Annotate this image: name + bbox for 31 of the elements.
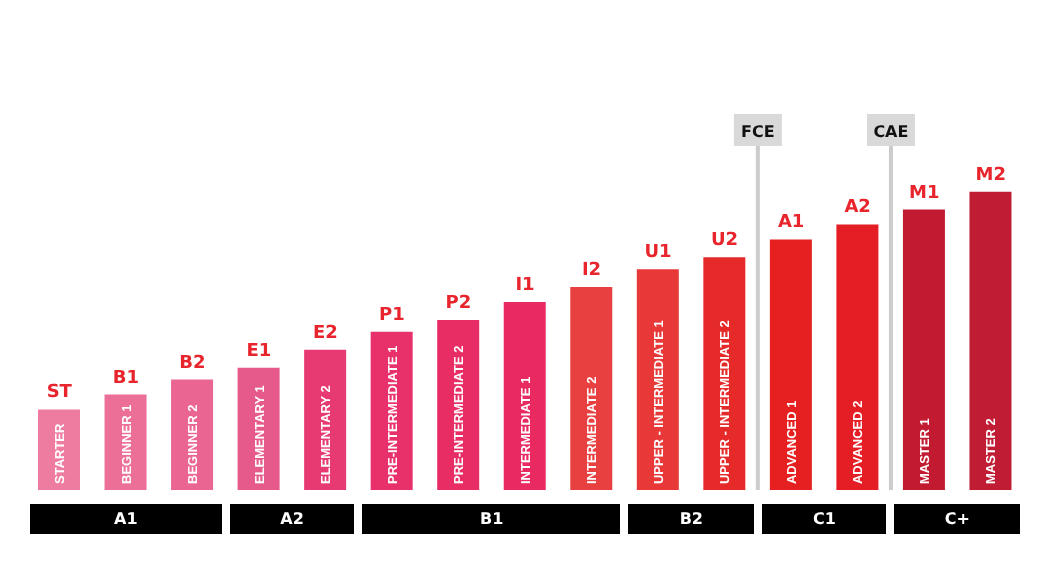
annotation: P2 [445, 293, 472, 314]
annotation: E1 [246, 341, 272, 362]
text: A2 [229, 504, 355, 534]
text: A1 [30, 504, 222, 534]
annotation: M1 [908, 183, 940, 204]
text: B1 [362, 504, 621, 534]
bar [836, 224, 879, 490]
text: CAE [873, 123, 909, 141]
text: FCE [741, 123, 775, 141]
annotation: A2 [844, 198, 871, 219]
annotation: E2 [312, 323, 338, 344]
bar [902, 209, 945, 490]
annotation: U1 [644, 243, 672, 264]
annotation: I2 [581, 261, 602, 282]
annotation: U2 [711, 231, 739, 252]
annotation: B1 [112, 368, 139, 389]
text: B2 [628, 504, 754, 534]
bar [969, 191, 1012, 490]
annotation: M2 [975, 165, 1006, 186]
annotation: A1 [777, 213, 805, 234]
text: C1 [761, 504, 887, 534]
bar [503, 302, 546, 490]
annotation: P1 [379, 305, 405, 326]
text: C+ [894, 504, 1020, 534]
annotation: B2 [179, 353, 206, 374]
annotation: I1 [515, 276, 535, 297]
bar [769, 239, 812, 490]
bar [636, 269, 679, 490]
bar [570, 287, 613, 490]
annotation: ST [46, 383, 74, 404]
bar [703, 257, 746, 490]
